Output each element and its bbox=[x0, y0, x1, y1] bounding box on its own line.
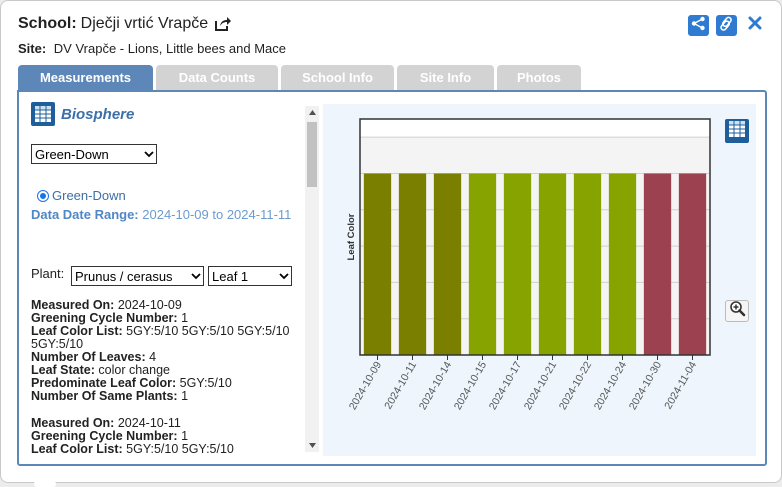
x-tick-label: 2024-11-04 bbox=[662, 359, 699, 411]
bar bbox=[503, 173, 532, 355]
plot-frame bbox=[359, 118, 711, 356]
x-tick-label: 2024-10-24 bbox=[592, 359, 629, 412]
bar bbox=[678, 173, 707, 355]
x-tick-label: 2024-10-21 bbox=[522, 359, 559, 412]
bar bbox=[468, 173, 497, 355]
x-tick-label: 2024-10-22 bbox=[557, 359, 594, 412]
tab-measurements[interactable]: Measurements bbox=[18, 65, 153, 90]
tab-bar: Measurements Data Counts School Info Sit… bbox=[18, 65, 581, 90]
site-line: Site: DV Vrapče - Lions, Little bees and… bbox=[18, 41, 286, 56]
protocol-title: Biosphere bbox=[61, 105, 135, 123]
leaf-select[interactable]: Leaf 1 bbox=[208, 266, 292, 286]
school-name: Dječji vrtić Vrapče bbox=[80, 15, 209, 32]
school-title: School: Dječji vrtić Vrapče bbox=[18, 15, 232, 33]
table-icon bbox=[728, 120, 746, 143]
bar bbox=[643, 173, 672, 355]
protocol-select[interactable]: Green-Down bbox=[31, 144, 157, 164]
bar bbox=[398, 173, 427, 355]
chevron-down-icon bbox=[277, 272, 291, 280]
plant-label: Plant: bbox=[31, 266, 65, 281]
external-link-icon[interactable] bbox=[214, 16, 232, 32]
date-range: Data Date Range: 2024-10-09 to 2024-11-1… bbox=[31, 204, 293, 226]
scroll-down-icon[interactable] bbox=[305, 439, 319, 452]
x-tick-label: 2024-10-09 bbox=[347, 359, 384, 412]
protocol-select-value: Green-Down bbox=[35, 146, 109, 162]
leaf-color-chart: 2024-10-092024-10-112024-10-142024-10-15… bbox=[346, 118, 711, 412]
link-icon bbox=[719, 16, 734, 36]
school-label: School: bbox=[18, 15, 77, 32]
x-tick-label: 2024-10-30 bbox=[627, 359, 664, 412]
plant-row: Plant: bbox=[31, 266, 64, 281]
close-button[interactable] bbox=[744, 15, 765, 36]
chart-area: 2024-10-09 2024-10-11 2024-10-14 2024-10-15… bbox=[323, 104, 756, 456]
chevron-down-icon bbox=[189, 272, 203, 280]
measurements-list: Biosphere Green-Down Green-Down Data Dat… bbox=[31, 100, 306, 455]
plant-select-value: Prunus / cerasus bbox=[75, 268, 173, 284]
measurement-record: Measured On: 2024-10-09 Greening Cycle N… bbox=[31, 298, 290, 403]
x-tick-label: 2024-10-11 bbox=[382, 359, 419, 411]
date-range-value: 2024-10-09 to 2024-11-11 bbox=[142, 207, 292, 222]
protocol-heading: Biosphere bbox=[31, 100, 306, 128]
tab-site-info[interactable]: Site Info bbox=[397, 65, 494, 90]
table-view-button[interactable] bbox=[725, 119, 749, 143]
plant-select[interactable]: Prunus / cerasus bbox=[71, 266, 204, 286]
share-button[interactable] bbox=[688, 15, 709, 36]
radio-label: Green-Down bbox=[52, 188, 126, 203]
x-tick-label: 2024-10-15 bbox=[452, 359, 489, 412]
header-actions bbox=[688, 15, 765, 36]
measurements-panel: Biosphere Green-Down Green-Down Data Dat… bbox=[17, 90, 767, 466]
scrollbar-thumb[interactable] bbox=[307, 122, 317, 187]
bar bbox=[608, 173, 637, 355]
leaf-select-value: Leaf 1 bbox=[212, 268, 249, 284]
popup-pointer bbox=[34, 478, 56, 487]
bar bbox=[363, 173, 392, 355]
radio-button[interactable] bbox=[37, 189, 49, 202]
x-tick-label: 2024-10-17 bbox=[487, 359, 524, 412]
bar bbox=[573, 173, 602, 355]
tab-photos[interactable]: Photos bbox=[497, 65, 581, 90]
measurement-record: Measured On: 2024-10-11 Greening Cycle N… bbox=[31, 416, 234, 456]
chevron-down-icon bbox=[142, 150, 156, 158]
link-button[interactable] bbox=[716, 15, 737, 36]
protocol-radio[interactable]: Green-Down bbox=[37, 188, 126, 203]
list-scrollbar[interactable] bbox=[305, 106, 319, 452]
close-icon bbox=[748, 16, 762, 35]
share-icon bbox=[691, 16, 706, 36]
zoom-in-icon bbox=[729, 300, 746, 322]
scroll-up-icon[interactable] bbox=[305, 106, 319, 119]
x-tick-label: 2024-10-14 bbox=[417, 359, 454, 412]
zoom-button[interactable] bbox=[725, 300, 749, 322]
tab-data-counts[interactable]: Data Counts bbox=[156, 65, 278, 90]
site-label: Site: bbox=[18, 41, 47, 56]
y-axis-label: Leaf Color bbox=[346, 213, 357, 260]
table-icon bbox=[31, 102, 55, 126]
bar bbox=[538, 173, 567, 355]
bar bbox=[433, 173, 462, 355]
tab-school-info[interactable]: School Info bbox=[281, 65, 394, 90]
date-range-label: Data Date Range: bbox=[31, 207, 139, 222]
site-name: DV Vrapče - Lions, Little bees and Mace bbox=[53, 41, 286, 56]
